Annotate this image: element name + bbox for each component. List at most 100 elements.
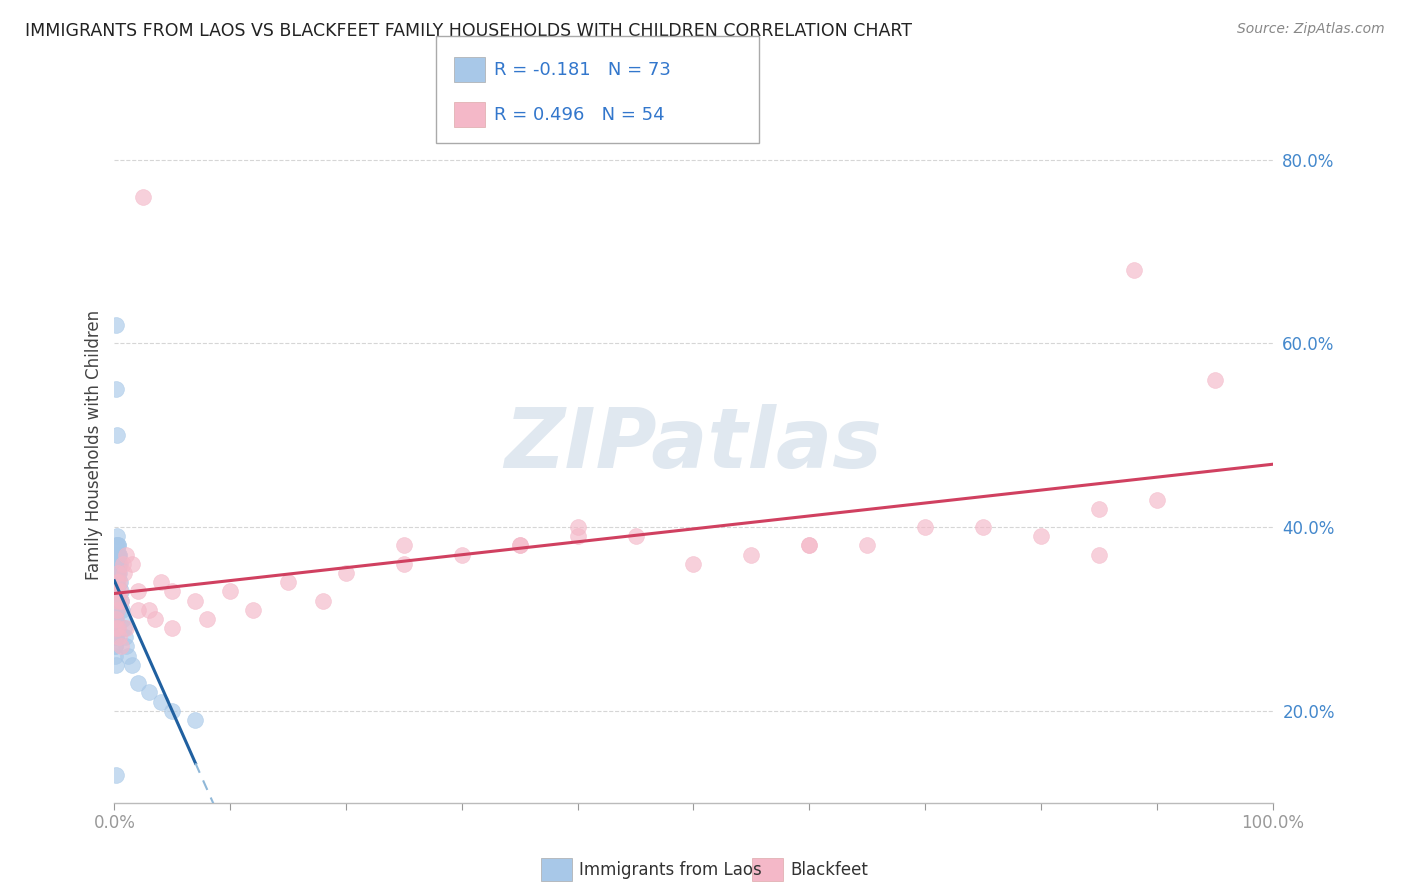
Point: [105, 603, 128, 617]
Point: [972, 520, 994, 534]
Point: [121, 657, 143, 672]
Point: [104, 621, 127, 635]
Point: [105, 548, 128, 562]
Point: [107, 539, 129, 553]
Point: [277, 575, 299, 590]
Point: [104, 612, 127, 626]
Point: [509, 539, 531, 553]
Point: [624, 529, 647, 543]
Point: [1146, 492, 1168, 507]
Point: [242, 603, 264, 617]
Point: [138, 685, 160, 699]
Point: [105, 584, 128, 599]
Point: [108, 557, 131, 571]
Point: [105, 548, 128, 562]
Point: [108, 575, 131, 590]
Point: [162, 621, 184, 635]
Point: [107, 548, 129, 562]
Point: [112, 621, 135, 635]
Point: [110, 593, 132, 607]
Point: [184, 593, 207, 607]
Point: [108, 584, 131, 599]
Point: [108, 557, 131, 571]
Point: [104, 640, 127, 654]
Point: [335, 566, 357, 580]
Point: [1122, 263, 1144, 277]
Point: [107, 575, 129, 590]
Point: [105, 584, 128, 599]
Point: [149, 575, 172, 590]
Point: [105, 529, 128, 543]
Point: [110, 593, 132, 607]
Point: [117, 648, 139, 663]
Point: [856, 539, 879, 553]
Text: Blackfeet: Blackfeet: [790, 861, 868, 879]
Point: [105, 603, 128, 617]
Point: [799, 539, 821, 553]
Text: Immigrants from Laos: Immigrants from Laos: [579, 861, 762, 879]
Point: [105, 539, 128, 553]
Point: [104, 630, 127, 644]
Point: [104, 584, 127, 599]
Point: [127, 603, 149, 617]
Point: [104, 648, 127, 663]
Point: [184, 713, 207, 727]
Point: [105, 539, 128, 553]
Point: [108, 548, 131, 562]
Point: [450, 548, 472, 562]
Point: [105, 584, 128, 599]
Point: [567, 520, 589, 534]
Point: [115, 640, 138, 654]
Point: [107, 621, 129, 635]
Point: [104, 566, 127, 580]
Point: [105, 630, 128, 644]
Point: [312, 593, 335, 607]
Point: [105, 566, 128, 580]
Point: [1088, 501, 1111, 516]
Point: [104, 630, 127, 644]
Point: [107, 593, 129, 607]
Point: [105, 603, 128, 617]
Point: [104, 612, 127, 626]
Point: [105, 383, 128, 397]
Point: [112, 566, 135, 580]
Point: [108, 575, 131, 590]
Point: [138, 603, 160, 617]
Point: [111, 557, 134, 571]
Text: ZIPatlas: ZIPatlas: [505, 404, 883, 485]
Text: R = 0.496   N = 54: R = 0.496 N = 54: [494, 106, 664, 124]
Point: [107, 566, 129, 580]
Point: [104, 593, 127, 607]
Point: [127, 584, 149, 599]
Point: [104, 575, 127, 590]
Point: [111, 603, 134, 617]
Point: [104, 612, 127, 626]
Point: [162, 704, 184, 718]
Point: [162, 584, 184, 599]
Point: [107, 548, 129, 562]
Text: IMMIGRANTS FROM LAOS VS BLACKFEET FAMILY HOUSEHOLDS WITH CHILDREN CORRELATION CH: IMMIGRANTS FROM LAOS VS BLACKFEET FAMILY…: [25, 22, 912, 40]
Point: [105, 557, 128, 571]
Point: [143, 612, 166, 626]
Point: [149, 695, 172, 709]
Point: [107, 539, 129, 553]
Point: [121, 557, 143, 571]
Point: [105, 575, 128, 590]
Point: [740, 548, 762, 562]
Point: [115, 548, 138, 562]
Point: [1204, 373, 1226, 387]
Point: [567, 529, 589, 543]
Point: [682, 557, 704, 571]
Point: [114, 630, 136, 644]
Point: [1088, 548, 1111, 562]
Text: Source: ZipAtlas.com: Source: ZipAtlas.com: [1237, 22, 1385, 37]
Point: [108, 630, 131, 644]
Point: [111, 612, 134, 626]
Point: [115, 621, 138, 635]
Point: [107, 621, 129, 635]
Point: [104, 640, 127, 654]
Point: [105, 575, 128, 590]
Point: [104, 575, 127, 590]
Point: [110, 584, 132, 599]
Point: [105, 318, 128, 332]
